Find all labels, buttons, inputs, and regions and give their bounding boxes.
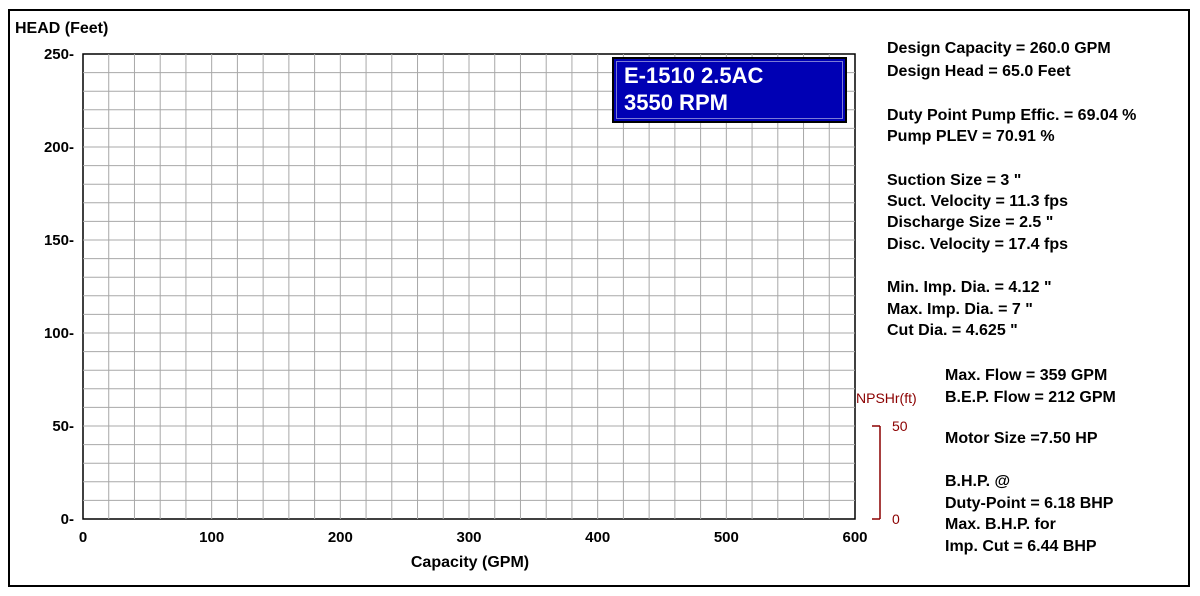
y-tick-label: 0-: [61, 511, 74, 528]
x-tick-label: 400: [585, 529, 610, 546]
npshr-axis-title: NPSHr(ft): [856, 390, 917, 406]
y-tick-label: 50-: [52, 418, 74, 435]
y-tick-label: 100-: [44, 325, 74, 342]
x-tick-label: 500: [714, 529, 739, 546]
x-tick-label: 100: [199, 529, 224, 546]
max-bhp-for: Max. B.H.P. for: [945, 516, 1056, 533]
disc-velocity: Disc. Velocity = 17.4 fps: [887, 236, 1068, 253]
x-tick-label: 300: [456, 529, 481, 546]
model-name: E-1510 2.5AC: [624, 63, 764, 88]
discharge-size: Discharge Size = 2.5 ": [887, 214, 1054, 231]
duty-effic: Duty Point Pump Effic. = 69.04 %: [887, 107, 1137, 124]
pump-plev: Pump PLEV = 70.91 %: [887, 128, 1055, 145]
max-flow: Max. Flow = 359 GPM: [945, 367, 1108, 384]
duty-point-bhp: Duty-Point = 6.18 BHP: [945, 495, 1114, 512]
suction-size: Suction Size = 3 ": [887, 172, 1022, 189]
model-box: E-1510 2.5AC 3550 RPM: [612, 57, 847, 123]
y-tick-label: 250-: [44, 46, 74, 63]
bhp-at: B.H.P. @: [945, 473, 1011, 490]
design-head: Design Head = 65.0 Feet: [887, 63, 1071, 80]
suct-velocity: Suct. Velocity = 11.3 fps: [887, 193, 1068, 210]
x-tick-label: 0: [79, 529, 87, 546]
cut-dia: Cut Dia. = 4.625 ": [887, 322, 1018, 339]
x-tick-label: 600: [842, 529, 867, 546]
npshr-tick-0: 0: [892, 511, 900, 527]
y-tick-label: 150-: [44, 232, 74, 249]
design-capacity: Design Capacity = 260.0 GPM: [887, 40, 1111, 57]
bep-flow: B.E.P. Flow = 212 GPM: [945, 389, 1116, 406]
model-rpm: 3550 RPM: [624, 90, 728, 115]
min-imp-dia: Min. Imp. Dia. = 4.12 ": [887, 279, 1052, 296]
y-tick-label: 200-: [44, 139, 74, 156]
max-imp-dia: Max. Imp. Dia. = 7 ": [887, 301, 1033, 318]
motor-size: Motor Size =7.50 HP: [945, 430, 1098, 447]
x-tick-label: 200: [328, 529, 353, 546]
x-axis-title: Capacity (GPM): [411, 554, 529, 571]
npshr-tick-50: 50: [892, 418, 908, 434]
grid: [83, 54, 855, 519]
imp-cut-bhp: Imp. Cut = 6.44 BHP: [945, 538, 1097, 555]
y-axis-title: HEAD (Feet): [15, 20, 108, 37]
